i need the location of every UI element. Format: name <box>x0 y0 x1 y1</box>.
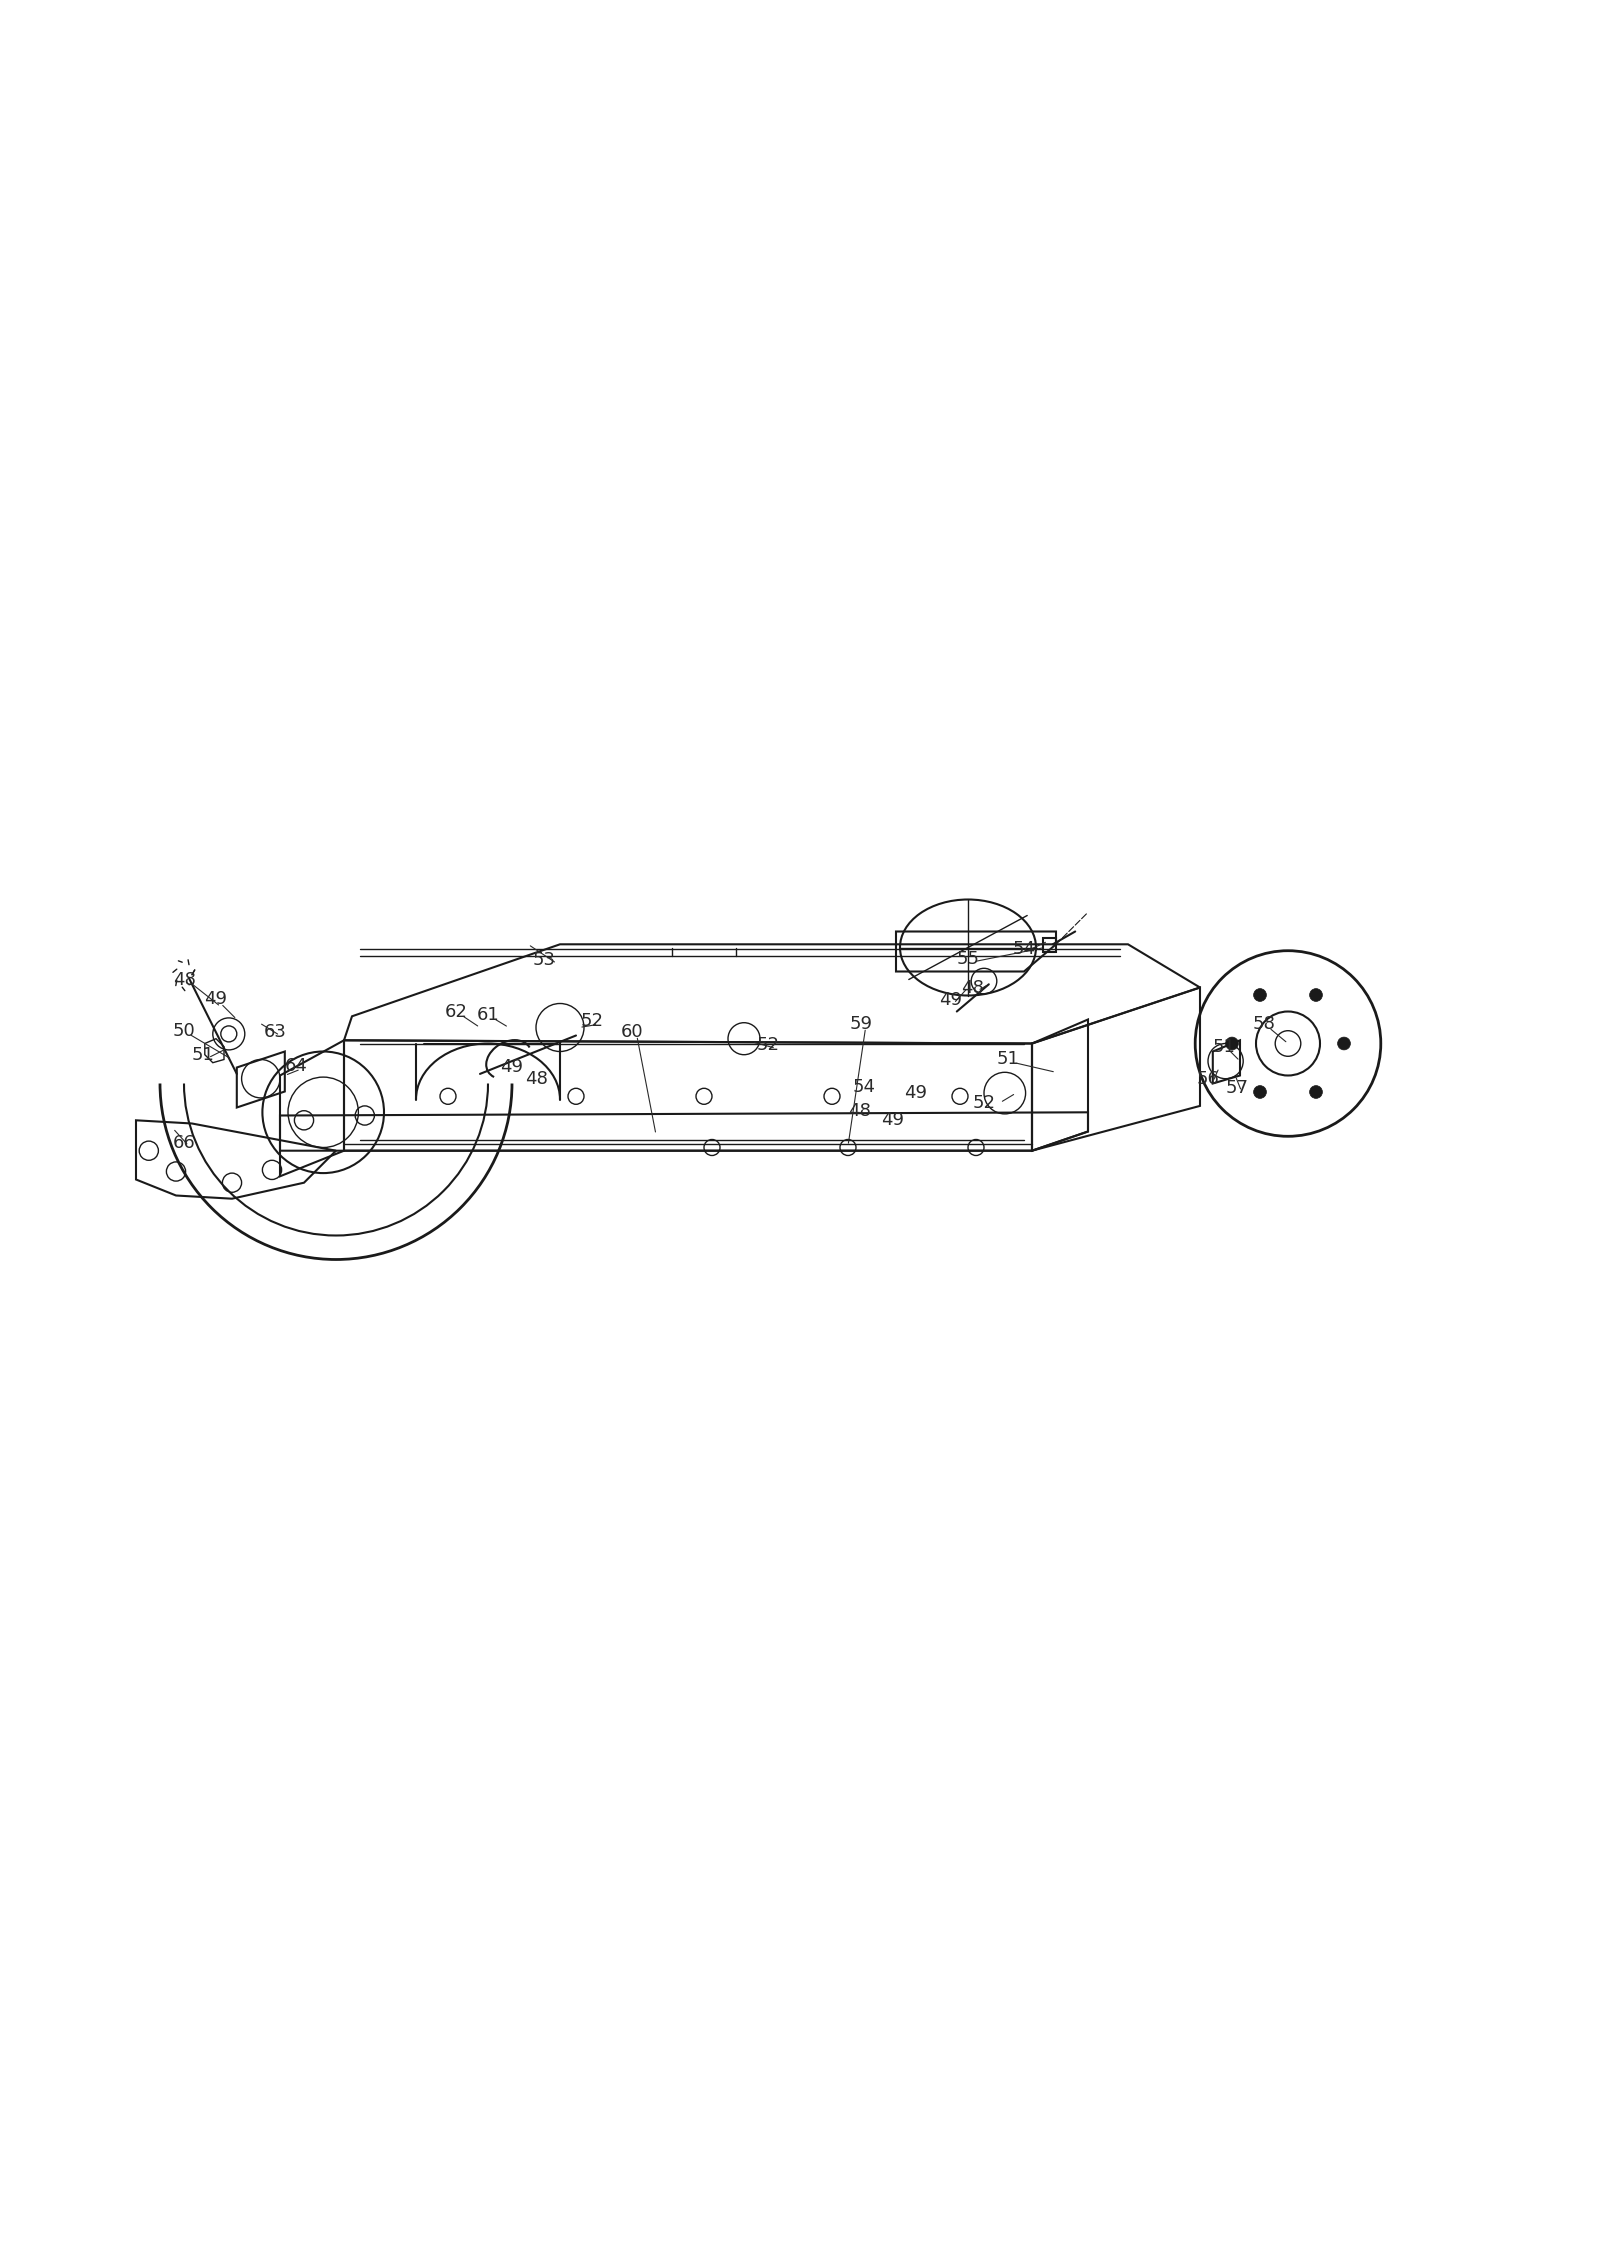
Circle shape <box>1338 1036 1350 1050</box>
Text: 49: 49 <box>939 991 962 1009</box>
Text: 52: 52 <box>757 1036 779 1055</box>
Text: 49: 49 <box>904 1084 926 1102</box>
Text: 66: 66 <box>173 1134 195 1152</box>
Text: 49: 49 <box>882 1111 904 1129</box>
Text: 49: 49 <box>501 1059 523 1077</box>
Text: 49: 49 <box>205 989 227 1007</box>
Text: 48: 48 <box>962 978 984 996</box>
Text: 60: 60 <box>621 1023 643 1041</box>
Text: 52: 52 <box>581 1012 603 1030</box>
Text: 59: 59 <box>850 1016 872 1034</box>
Text: 48: 48 <box>848 1102 870 1120</box>
Text: 62: 62 <box>445 1003 467 1021</box>
Text: 54: 54 <box>853 1077 875 1095</box>
Text: 55: 55 <box>957 950 979 969</box>
Text: 61: 61 <box>477 1005 499 1023</box>
Text: 64: 64 <box>285 1057 307 1075</box>
Text: 51: 51 <box>997 1050 1019 1068</box>
Circle shape <box>1309 1086 1323 1098</box>
Text: 48: 48 <box>173 971 195 989</box>
Text: 56: 56 <box>1197 1070 1219 1089</box>
Text: 53: 53 <box>533 950 555 969</box>
Text: 50: 50 <box>173 1021 195 1039</box>
Text: 51: 51 <box>192 1046 214 1064</box>
Text: 54: 54 <box>1013 939 1035 957</box>
Text: 48: 48 <box>525 1070 547 1089</box>
Circle shape <box>1254 989 1267 1003</box>
Text: 63: 63 <box>264 1023 286 1041</box>
Text: 58: 58 <box>1253 1016 1275 1034</box>
Text: 52: 52 <box>973 1093 995 1111</box>
Text: 51: 51 <box>1213 1039 1235 1057</box>
Circle shape <box>1254 1086 1267 1098</box>
Circle shape <box>1309 989 1323 1003</box>
Circle shape <box>1226 1036 1238 1050</box>
Text: 57: 57 <box>1226 1079 1248 1098</box>
